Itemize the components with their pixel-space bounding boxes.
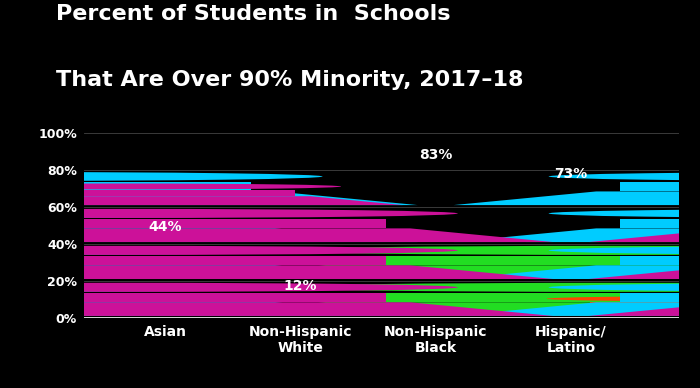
- Polygon shape: [454, 229, 700, 242]
- Polygon shape: [183, 302, 700, 316]
- Circle shape: [549, 209, 700, 218]
- Circle shape: [684, 283, 700, 292]
- Circle shape: [549, 246, 700, 255]
- Bar: [0, 302, 11, 308]
- Bar: [0, 165, 29, 166]
- Circle shape: [545, 236, 678, 237]
- Circle shape: [549, 172, 700, 181]
- Polygon shape: [0, 265, 418, 279]
- Polygon shape: [0, 308, 111, 316]
- Circle shape: [0, 209, 323, 218]
- Polygon shape: [183, 265, 700, 279]
- Polygon shape: [454, 302, 700, 316]
- Bar: [0, 182, 251, 191]
- Polygon shape: [0, 196, 403, 205]
- Circle shape: [0, 184, 341, 189]
- Text: 83%: 83%: [419, 148, 452, 162]
- Circle shape: [278, 283, 700, 292]
- Polygon shape: [0, 302, 418, 316]
- Circle shape: [278, 246, 700, 255]
- Bar: [0, 256, 251, 265]
- Bar: [0, 190, 295, 196]
- Polygon shape: [0, 229, 418, 242]
- Text: 12%: 12%: [284, 279, 317, 293]
- Circle shape: [0, 283, 323, 292]
- Polygon shape: [0, 302, 553, 316]
- Polygon shape: [589, 229, 700, 242]
- Bar: [349, 293, 700, 302]
- Polygon shape: [0, 265, 553, 279]
- Bar: [0, 293, 251, 302]
- Polygon shape: [489, 308, 700, 316]
- Circle shape: [547, 296, 700, 301]
- Circle shape: [0, 246, 52, 255]
- Text: 44%: 44%: [148, 220, 182, 234]
- Polygon shape: [454, 191, 700, 205]
- Circle shape: [0, 163, 39, 165]
- Text: Percent of Students in  Schools: Percent of Students in Schools: [56, 4, 451, 24]
- Circle shape: [549, 283, 700, 292]
- Bar: [0, 219, 386, 229]
- Circle shape: [0, 283, 52, 292]
- Bar: [349, 256, 700, 265]
- Circle shape: [684, 209, 700, 218]
- Circle shape: [684, 246, 700, 255]
- Text: That Are Over 90% Minority, 2017–18: That Are Over 90% Minority, 2017–18: [56, 70, 524, 90]
- Polygon shape: [0, 265, 147, 279]
- Circle shape: [0, 209, 458, 218]
- Text: 73%: 73%: [554, 166, 587, 180]
- Polygon shape: [0, 166, 54, 168]
- Circle shape: [0, 246, 323, 255]
- Circle shape: [0, 283, 458, 292]
- Polygon shape: [589, 302, 700, 316]
- Bar: [620, 293, 700, 302]
- Bar: [620, 182, 700, 191]
- Polygon shape: [0, 191, 418, 205]
- Polygon shape: [0, 302, 147, 316]
- Polygon shape: [454, 265, 700, 279]
- Bar: [620, 256, 700, 265]
- Polygon shape: [0, 229, 553, 242]
- Bar: [559, 237, 664, 239]
- Bar: [0, 219, 251, 229]
- Circle shape: [0, 246, 458, 255]
- Bar: [620, 219, 700, 229]
- Circle shape: [0, 296, 54, 301]
- Bar: [0, 293, 386, 302]
- Bar: [0, 256, 386, 265]
- Circle shape: [0, 172, 323, 181]
- Polygon shape: [589, 265, 700, 279]
- Polygon shape: [526, 239, 697, 242]
- Bar: [589, 302, 700, 308]
